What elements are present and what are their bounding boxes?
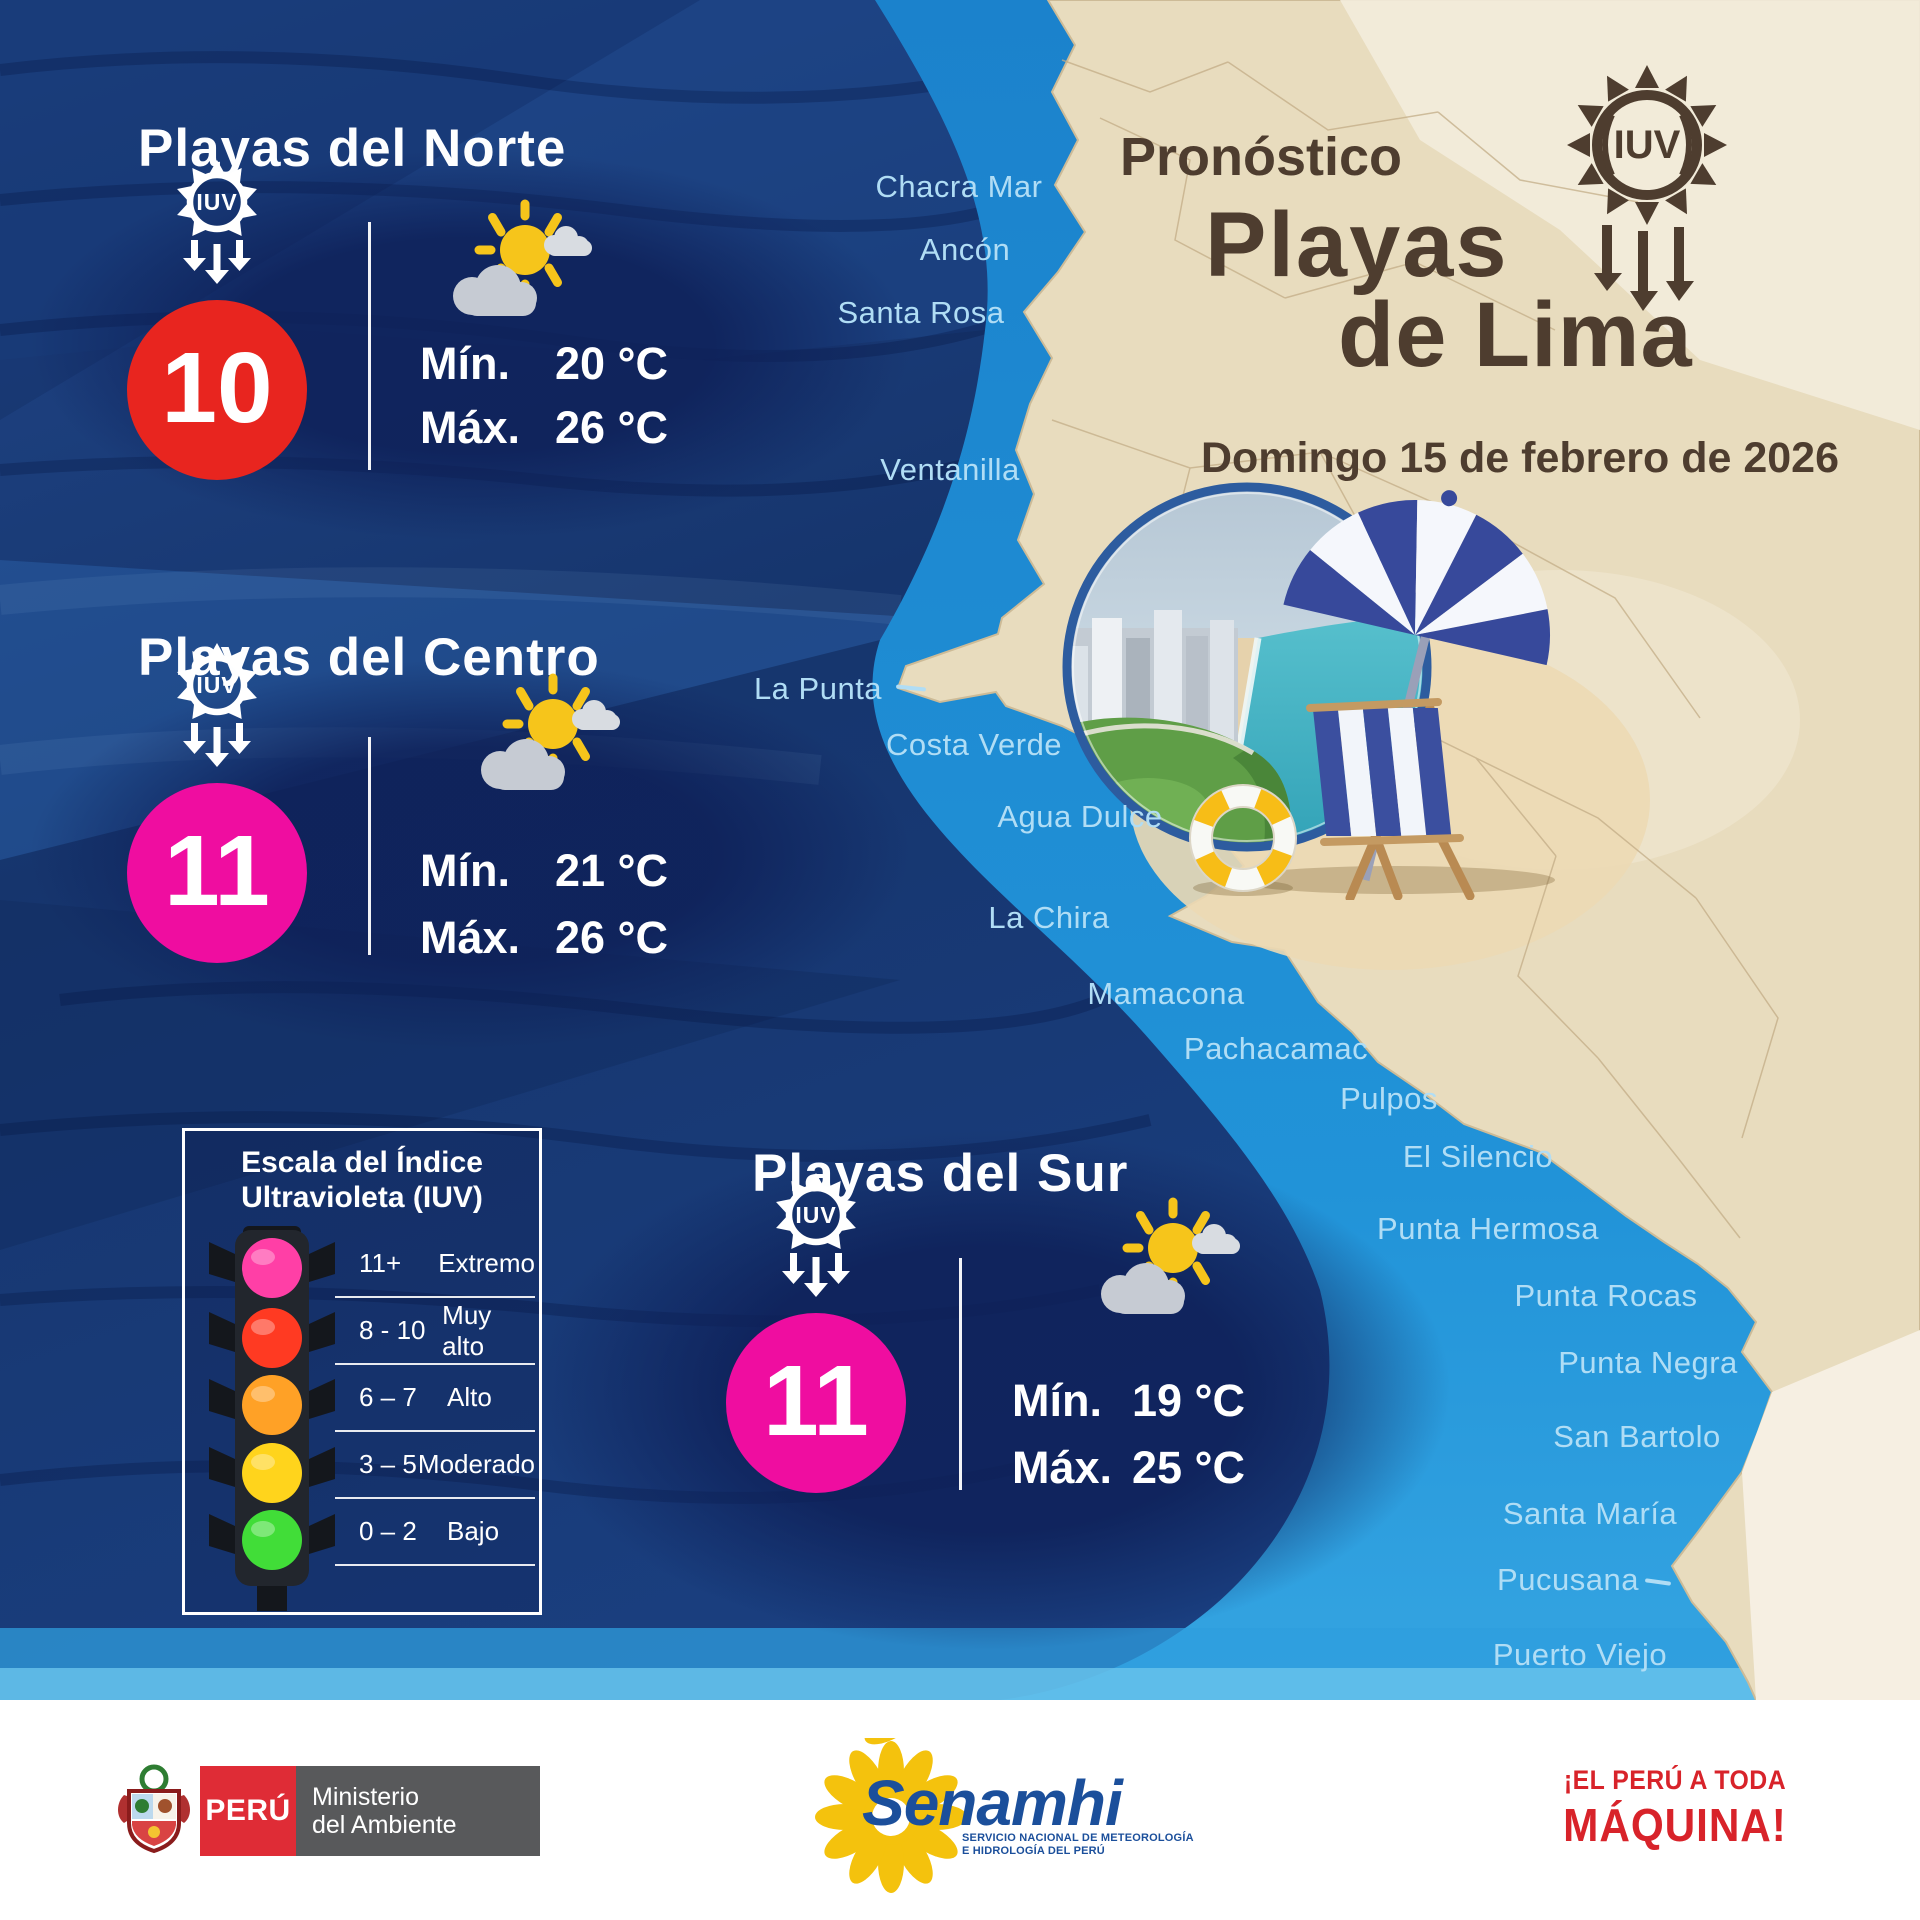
weather-icon-sur bbox=[1101, 1197, 1240, 1314]
light-moderado bbox=[242, 1443, 302, 1503]
forecast-date: Domingo 15 de febrero de 2026 bbox=[1200, 434, 1840, 482]
senamhi-sun-icon bbox=[815, 1738, 967, 1893]
light-muy-alto bbox=[242, 1308, 302, 1368]
svg-text:IUV: IUV bbox=[196, 189, 237, 215]
sur-panel bbox=[530, 1130, 1450, 1650]
beach-label: Pachacamac bbox=[1183, 1031, 1369, 1066]
beach-label: Costa Verde bbox=[885, 727, 1063, 762]
iuv-sun-icon: IUV bbox=[776, 1173, 856, 1297]
beach-label: Punta Negra bbox=[1558, 1345, 1738, 1380]
uv-badge-centro: IUV 11 bbox=[127, 643, 307, 963]
photo-ring bbox=[1062, 482, 1432, 852]
iuv-sun-icon: IUV bbox=[177, 643, 257, 767]
max-temp-norte: Máx. 26 °C bbox=[420, 402, 669, 453]
title-iuv-sun-icon: IUV bbox=[1567, 65, 1727, 225]
iuv-sun-icon: IUV bbox=[177, 160, 257, 284]
uv-badge-norte: IUV 10 bbox=[127, 160, 307, 480]
title-down-arrows-icon bbox=[1594, 225, 1694, 311]
beach-label: Agua Dulce bbox=[997, 799, 1163, 834]
beach-label: Puerto Viejo bbox=[1492, 1637, 1668, 1672]
beach-label: La Chira bbox=[988, 900, 1110, 935]
peru-coat-of-arms bbox=[118, 1764, 190, 1854]
small-cloud-icon bbox=[544, 226, 592, 256]
big-cloud-icon bbox=[453, 265, 537, 316]
uv-scale-legend: Escala del Índice Ultravioleta (IUV) bbox=[182, 1128, 542, 1615]
divider-norte bbox=[368, 222, 371, 470]
beach-label: Chacra Mar bbox=[875, 169, 1043, 204]
svg-text:IUV: IUV bbox=[1614, 123, 1681, 167]
legend-row: 0 – 2 Bajo bbox=[335, 1499, 535, 1566]
peru-slogan: ¡EL PERÚ A TODA MÁQUINA! bbox=[1563, 1765, 1787, 1851]
max-temp-centro: Máx. 26 °C bbox=[420, 912, 669, 963]
uv-value-circle bbox=[127, 300, 307, 480]
legend-title: Escala del Índice Ultravioleta (IUV) bbox=[241, 1146, 483, 1214]
beach-label: Punta Hermosa bbox=[1377, 1211, 1599, 1246]
peru-brand-box: PERÚ bbox=[200, 1766, 296, 1856]
svg-text:IUV: IUV bbox=[795, 1202, 836, 1228]
light-extremo bbox=[242, 1238, 302, 1298]
legend-row: 3 – 5 Moderado bbox=[335, 1432, 535, 1499]
legend-row: 11+ Extremo bbox=[335, 1231, 535, 1298]
beach-props bbox=[1189, 490, 1555, 900]
uv-value: 11 bbox=[164, 815, 270, 927]
title-line2: Playas bbox=[1205, 194, 1509, 296]
min-temp-centro: Mín. 21 °C bbox=[420, 845, 669, 896]
max-temp-sur: Máx. 25 °C bbox=[1012, 1442, 1246, 1493]
beach-label: El Silencio bbox=[1402, 1139, 1554, 1174]
ministry-box: Ministerio del Ambiente bbox=[296, 1766, 540, 1856]
beach-label: Mamacona bbox=[1087, 976, 1245, 1011]
section-title-norte: Playas del Norte bbox=[138, 119, 567, 178]
min-temp-norte: Mín. 20 °C bbox=[420, 338, 669, 389]
umbrella-icon bbox=[1283, 490, 1550, 666]
uv-value: 10 bbox=[161, 332, 272, 444]
uv-badge-sur: IUV 11 bbox=[726, 1173, 906, 1493]
life-ring-icon bbox=[1189, 784, 1297, 896]
section-title-sur: Playas del Sur bbox=[752, 1144, 1129, 1203]
senamhi-logo-text: Senamhi bbox=[862, 1767, 1123, 1839]
divider-centro bbox=[368, 737, 371, 955]
divider-sur bbox=[959, 1258, 962, 1490]
senamhi-subtitle: SERVICIO NACIONAL DE METEOROLOGÍA E HIDRO… bbox=[962, 1832, 1194, 1857]
beach-label: Ventanilla bbox=[880, 452, 1020, 487]
light-bajo bbox=[242, 1510, 302, 1570]
uv-value: 11 bbox=[763, 1345, 869, 1457]
legend-row: 8 - 10 Muy alto bbox=[335, 1298, 535, 1365]
beach-label: Punta Rocas bbox=[1514, 1278, 1698, 1313]
weather-icon-norte bbox=[453, 199, 592, 316]
beach-chair-icon bbox=[1306, 698, 1475, 900]
light-alto bbox=[242, 1375, 302, 1435]
uv-value-circle bbox=[726, 1313, 906, 1493]
weather-icon-centro bbox=[481, 673, 620, 790]
malecon-road bbox=[1067, 723, 1255, 756]
uv-value-circle bbox=[127, 783, 307, 963]
beach-label: La Punta bbox=[753, 671, 883, 706]
beach-label: Santa Rosa bbox=[837, 295, 1005, 330]
beach-label: Pulpos bbox=[1340, 1081, 1438, 1116]
beach-label: Santa María bbox=[1502, 1496, 1678, 1531]
down-arrows-icon bbox=[183, 240, 251, 284]
title-line1: Pronóstico bbox=[1120, 127, 1403, 187]
beach-label: San Bartolo bbox=[1553, 1419, 1721, 1454]
beach-label: Pucusana bbox=[1497, 1562, 1639, 1597]
svg-text:IUV: IUV bbox=[196, 672, 237, 698]
title-line3: de Lima bbox=[1338, 284, 1693, 386]
legend-row: 6 – 7 Alto bbox=[335, 1365, 535, 1432]
traffic-light-icon bbox=[209, 1226, 335, 1611]
down-arrows-icon bbox=[183, 723, 251, 767]
min-temp-sur: Mín. 19 °C bbox=[1012, 1375, 1246, 1426]
down-arrows-icon bbox=[782, 1253, 850, 1297]
beach-label: Ancón bbox=[919, 232, 1011, 267]
